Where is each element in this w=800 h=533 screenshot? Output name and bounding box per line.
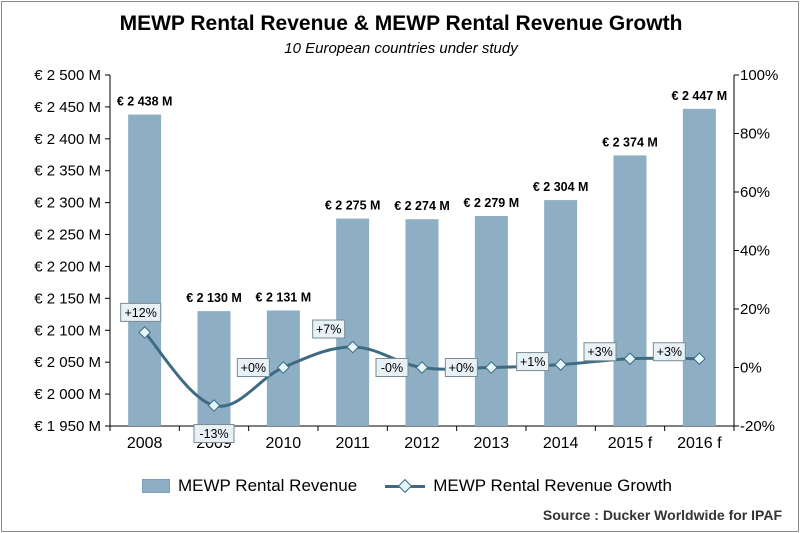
growth-label-box (120, 302, 162, 322)
growth-point (692, 352, 706, 366)
y-left-tick-label: € 2 300 M (34, 195, 101, 212)
growth-data-label: +0% (241, 361, 266, 375)
bar (613, 155, 647, 427)
growth-label-box (583, 342, 617, 362)
y-right-tick-label: -20% (740, 418, 775, 435)
bar (128, 114, 162, 427)
bar (544, 200, 578, 426)
bar-data-label: € 2 374 M (602, 135, 658, 149)
x-tick-label: 2008 (127, 435, 163, 452)
y-right-tick-label: 100% (740, 67, 778, 84)
x-tick-label: 2015 f (608, 435, 653, 452)
x-tick-label: 2013 (474, 435, 510, 452)
bar-data-label: € 2 131 M (256, 290, 312, 304)
legend-item-growth: MEWP Rental Revenue Growth (385, 476, 672, 496)
growth-point (276, 361, 290, 374)
growth-label-box (375, 358, 409, 377)
y-left-tick-label: € 2 050 M (34, 354, 101, 371)
chart-subtitle: 10 European countries under study (284, 40, 518, 57)
growth-data-label: +3% (657, 345, 682, 359)
legend-label-growth: MEWP Rental Revenue Growth (433, 476, 672, 495)
bar-data-label: € 2 274 M (394, 199, 450, 213)
bar-data-label: € 2 438 M (117, 95, 173, 109)
growth-label-box (652, 342, 686, 362)
x-tick-label: 2010 (266, 435, 302, 452)
x-tick-label: 2012 (404, 435, 440, 452)
growth-label-box (516, 352, 550, 372)
bar-data-label: € 2 304 M (533, 180, 589, 194)
y-right-tick-label: 80% (740, 126, 770, 143)
growth-point (623, 352, 637, 366)
legend-item-revenue: MEWP Rental Revenue (142, 476, 357, 496)
y-right-tick-label: 20% (740, 301, 770, 318)
legend-bar-swatch (142, 479, 170, 493)
legend-line-swatch (385, 479, 426, 493)
growth-data-label: +7% (316, 323, 341, 337)
y-left-tick-label: € 2 200 M (34, 258, 101, 275)
x-tick-label: 2016 f (677, 435, 722, 452)
growth-point (484, 361, 498, 374)
y-right-tick-label: 40% (740, 243, 770, 260)
growth-data-label: +1% (520, 355, 545, 369)
bar-data-label: € 2 130 M (186, 291, 242, 305)
y-left-tick-label: € 2 450 M (34, 99, 101, 116)
y-left-tick-label: € 2 250 M (34, 227, 101, 244)
growth-point (346, 340, 360, 354)
y-left-tick-label: € 2 400 M (34, 131, 101, 148)
bar-data-label: € 2 447 M (672, 89, 728, 103)
bar-data-label: € 2 279 M (464, 196, 520, 210)
y-left-tick-label: € 2 150 M (34, 290, 101, 307)
legend: MEWP Rental Revenue MEWP Rental Revenue … (142, 476, 700, 496)
source-note: Source : Ducker Worldwide for IPAF (542, 507, 782, 523)
growth-point (138, 326, 152, 339)
legend-label-revenue: MEWP Rental Revenue (178, 476, 358, 495)
growth-label-box (193, 424, 235, 444)
growth-point (415, 361, 429, 374)
y-left-tick-label: € 1 950 M (34, 418, 101, 435)
chart-title: MEWP Rental Revenue & MEWP Rental Revenu… (119, 12, 683, 35)
growth-label-box (312, 319, 346, 339)
bar-data-label: € 2 275 M (325, 199, 381, 213)
y-left-tick-label: € 2 100 M (34, 322, 101, 339)
growth-label-box (444, 358, 478, 377)
y-right-tick-label: 60% (740, 184, 770, 201)
bar (474, 216, 508, 426)
growth-point (207, 399, 221, 412)
growth-data-label: +3% (587, 345, 612, 359)
growth-data-label: +12% (125, 306, 157, 320)
y-left-tick-label: € 2 350 M (34, 163, 101, 180)
growth-data-label: -0% (381, 361, 403, 375)
x-tick-label: 2011 (335, 435, 370, 452)
y-left-tick-label: € 2 500 M (34, 67, 101, 84)
growth-data-label: +0% (449, 361, 474, 375)
growth-data-label: -13% (199, 427, 228, 441)
bar (405, 219, 439, 426)
bar (682, 108, 716, 426)
y-right-tick-label: 0% (740, 360, 762, 377)
x-tick-label: 2014 (543, 435, 579, 452)
y-left-tick-label: € 2 000 M (34, 386, 101, 403)
growth-label-box (236, 358, 270, 377)
growth-point (554, 358, 568, 371)
